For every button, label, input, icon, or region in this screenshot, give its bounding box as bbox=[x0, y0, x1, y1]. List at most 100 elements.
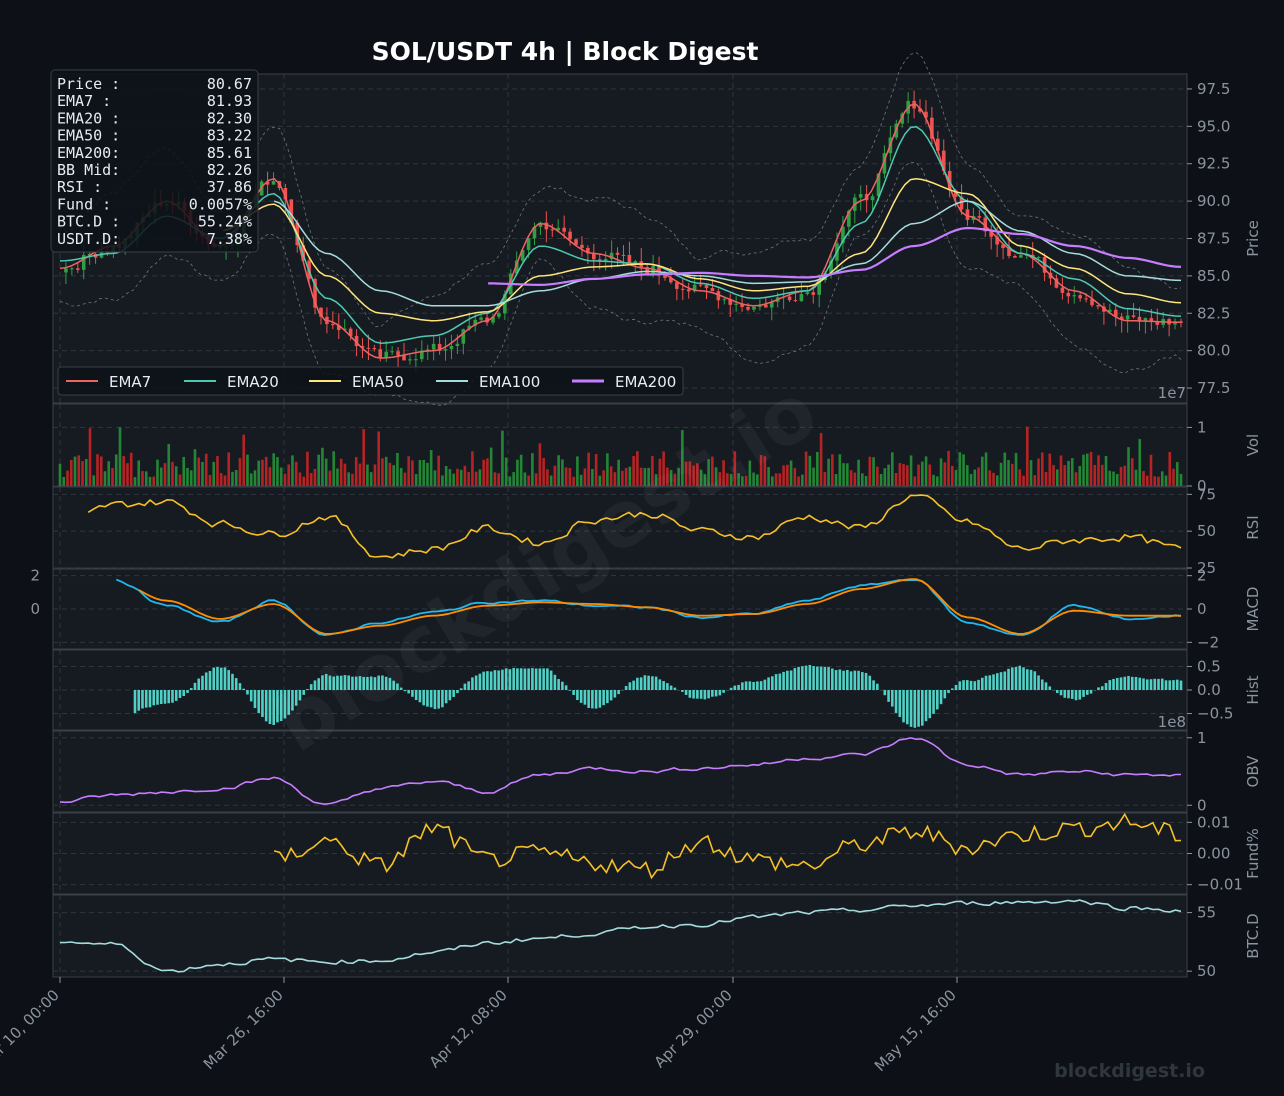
y-tick-label: 95.0 bbox=[1197, 117, 1230, 135]
volume-bar bbox=[246, 454, 249, 486]
candle-body bbox=[556, 227, 561, 231]
volume-bar bbox=[493, 472, 497, 486]
histogram-bar bbox=[669, 685, 673, 690]
volume-bar bbox=[726, 473, 729, 486]
info-value: 85.61 bbox=[207, 144, 252, 162]
volume-bar bbox=[988, 470, 992, 486]
info-value: 37.86 bbox=[207, 178, 252, 196]
histogram-bar bbox=[666, 683, 669, 690]
volume-bar bbox=[133, 477, 137, 486]
volume-bar bbox=[69, 459, 73, 486]
histogram-bars bbox=[133, 664, 1183, 728]
histogram-bar bbox=[917, 690, 920, 727]
histogram-bar bbox=[1040, 679, 1044, 690]
candle-body bbox=[609, 252, 614, 259]
volume-bar bbox=[437, 455, 440, 486]
histogram-bar bbox=[632, 680, 635, 690]
histogram-bar bbox=[684, 690, 688, 695]
volume-bar bbox=[1093, 464, 1097, 486]
candle-body bbox=[443, 349, 448, 351]
candle-body bbox=[514, 260, 519, 274]
histogram-bar bbox=[958, 681, 962, 690]
volume-bar bbox=[846, 463, 849, 486]
volume-bar bbox=[261, 459, 264, 486]
volume-bar bbox=[1082, 454, 1085, 486]
histogram-bar bbox=[962, 680, 965, 690]
histogram-bar bbox=[861, 672, 864, 690]
histogram-bar bbox=[984, 675, 988, 690]
candle-body bbox=[1013, 256, 1017, 258]
histogram-bar bbox=[1070, 690, 1074, 699]
histogram-bar bbox=[201, 675, 204, 690]
volume-bar bbox=[980, 456, 984, 486]
histogram-bar bbox=[647, 675, 650, 690]
candle-body bbox=[722, 299, 727, 301]
candle-body bbox=[1054, 278, 1059, 288]
candle-body bbox=[271, 181, 276, 185]
volume-bar bbox=[1033, 475, 1037, 486]
histogram-bar bbox=[1037, 675, 1040, 690]
candle-body bbox=[941, 150, 946, 172]
y-tick-label: 50 bbox=[1197, 962, 1216, 980]
histogram-bar bbox=[797, 666, 800, 690]
histogram-bar bbox=[804, 665, 808, 690]
volume-bar bbox=[864, 475, 868, 486]
histogram-bar bbox=[444, 690, 448, 704]
volume-bar bbox=[576, 456, 579, 486]
volume-bar bbox=[122, 455, 126, 486]
candle-body bbox=[787, 296, 792, 301]
volume-bar bbox=[1063, 465, 1067, 486]
info-value: 83.22 bbox=[207, 127, 252, 145]
candle-body bbox=[965, 209, 970, 221]
volume-bar bbox=[729, 473, 733, 486]
volume-bar bbox=[778, 473, 782, 486]
btcd-line bbox=[59, 899, 1182, 973]
volume-bar bbox=[992, 472, 995, 486]
candle-body bbox=[526, 238, 531, 250]
histogram-bar bbox=[782, 671, 785, 690]
histogram-bar bbox=[249, 690, 253, 702]
candle-body bbox=[858, 194, 863, 198]
candle-body bbox=[597, 259, 602, 261]
candle-body bbox=[680, 288, 685, 290]
histogram-bar bbox=[219, 667, 223, 690]
candle-body bbox=[420, 350, 424, 360]
histogram-bar bbox=[819, 666, 823, 690]
candle-body bbox=[520, 249, 525, 261]
volume-bar bbox=[954, 470, 958, 486]
histogram-bar bbox=[718, 690, 722, 696]
histogram-bar bbox=[186, 690, 189, 693]
histogram-bar bbox=[231, 673, 234, 690]
histogram-bar bbox=[887, 690, 890, 702]
candle-body bbox=[977, 216, 982, 218]
candle-body bbox=[989, 231, 994, 237]
histogram-bar bbox=[133, 690, 137, 714]
volume-bar bbox=[951, 465, 954, 486]
volume-bar bbox=[227, 452, 231, 486]
volume-bar bbox=[1100, 464, 1104, 486]
candle-body bbox=[319, 307, 323, 317]
y-tick-label-left: 2 bbox=[30, 567, 40, 585]
candle-body bbox=[847, 210, 851, 227]
y-tick-label: 85.0 bbox=[1197, 267, 1230, 285]
volume-bar bbox=[441, 475, 444, 486]
volume-bar bbox=[238, 458, 242, 486]
histogram-bar bbox=[913, 690, 917, 728]
info-label: EMA7 : bbox=[57, 92, 111, 110]
volume-bar bbox=[564, 467, 568, 486]
candle-body bbox=[870, 196, 875, 201]
volume-bar bbox=[478, 469, 482, 486]
histogram-bar bbox=[793, 668, 797, 690]
volume-bar bbox=[373, 464, 377, 486]
y-tick-label: 55 bbox=[1197, 904, 1216, 922]
histogram-bar bbox=[287, 690, 290, 715]
info-value: 81.93 bbox=[207, 92, 252, 110]
candle-body bbox=[491, 316, 495, 323]
volume-bar bbox=[782, 465, 785, 486]
histogram-bar bbox=[1149, 679, 1153, 690]
volume-bar bbox=[381, 458, 384, 486]
histogram-bar bbox=[812, 666, 815, 690]
candle-body bbox=[1001, 244, 1005, 249]
y-axis-label: BTC.D bbox=[1244, 913, 1262, 958]
volume-bar bbox=[426, 462, 429, 486]
